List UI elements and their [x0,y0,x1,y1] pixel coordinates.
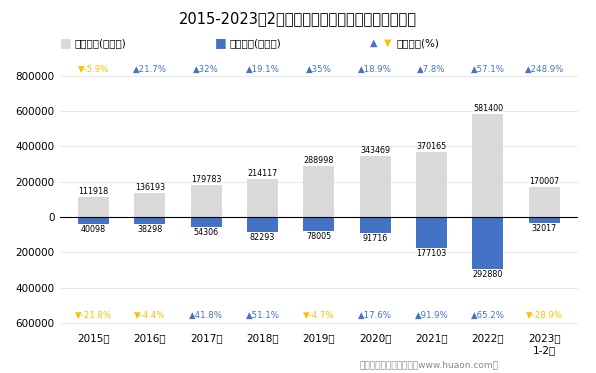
Text: ▲65.2%: ▲65.2% [471,311,505,320]
Text: 136193: 136193 [135,183,165,192]
Text: ▲7.8%: ▲7.8% [417,65,446,73]
Bar [473,115,504,217]
Bar [416,152,447,217]
Text: 177103: 177103 [417,249,447,258]
Text: ▲18.9%: ▲18.9% [358,65,392,73]
Bar [416,217,447,248]
Text: ▲91.9%: ▲91.9% [415,311,448,320]
Bar [303,166,334,217]
Text: 同比增速(%): 同比增速(%) [396,38,439,48]
Bar [529,217,560,223]
Text: ▲41.8%: ▲41.8% [189,311,223,320]
Text: ▲17.6%: ▲17.6% [358,311,392,320]
Text: ▲51.1%: ▲51.1% [246,311,280,320]
Text: 82293: 82293 [250,233,275,242]
Text: ▼-28.9%: ▼-28.9% [526,311,563,320]
Text: ▼-5.9%: ▼-5.9% [77,65,109,73]
Text: 进口总额(万美元): 进口总额(万美元) [229,38,281,48]
Text: 40098: 40098 [81,225,106,234]
Text: ▼-21.8%: ▼-21.8% [75,311,112,320]
Bar [473,217,504,269]
Bar [360,156,391,217]
Text: 292880: 292880 [473,270,503,279]
Text: 出口总额(万美元): 出口总额(万美元) [74,38,126,48]
Text: ▲32%: ▲32% [193,65,219,73]
Text: 370165: 370165 [417,142,447,151]
Bar [191,185,222,217]
Bar [360,217,391,233]
Text: ▼: ▼ [384,38,392,48]
Text: ■: ■ [215,37,226,49]
Text: ▲35%: ▲35% [306,65,332,73]
Text: 制图：华经产业研究院（www.huaon.com）: 制图：华经产业研究院（www.huaon.com） [359,360,499,369]
Bar [78,197,109,217]
Bar [134,193,165,217]
Text: ▼-4.4%: ▼-4.4% [134,311,166,320]
Bar [191,217,222,227]
Text: 78005: 78005 [306,232,331,241]
Bar [78,217,109,224]
Bar [134,217,165,224]
Text: 2015-2023年2月厦门海沧港综合保税区进、出口额: 2015-2023年2月厦门海沧港综合保税区进、出口额 [179,11,417,26]
Text: 38298: 38298 [137,225,162,234]
Text: 179783: 179783 [191,175,221,184]
Text: 343469: 343469 [360,146,390,155]
Bar [247,179,278,217]
Text: 214117: 214117 [247,169,278,178]
Text: 54306: 54306 [194,228,219,236]
Bar [247,217,278,232]
Bar [303,217,334,231]
Bar [529,187,560,217]
Text: 170007: 170007 [529,177,560,186]
Text: ■: ■ [60,37,72,49]
Text: ▲19.1%: ▲19.1% [246,65,280,73]
Text: 91716: 91716 [362,234,388,243]
Text: 32017: 32017 [532,224,557,233]
Text: 581400: 581400 [473,104,503,113]
Text: ▼-4.7%: ▼-4.7% [303,311,335,320]
Text: ▲248.9%: ▲248.9% [524,65,564,73]
Text: 111918: 111918 [78,187,108,196]
Text: ▲21.7%: ▲21.7% [133,65,167,73]
Text: ▲57.1%: ▲57.1% [471,65,505,73]
Text: ▲: ▲ [370,38,377,48]
Text: 288998: 288998 [304,156,334,165]
